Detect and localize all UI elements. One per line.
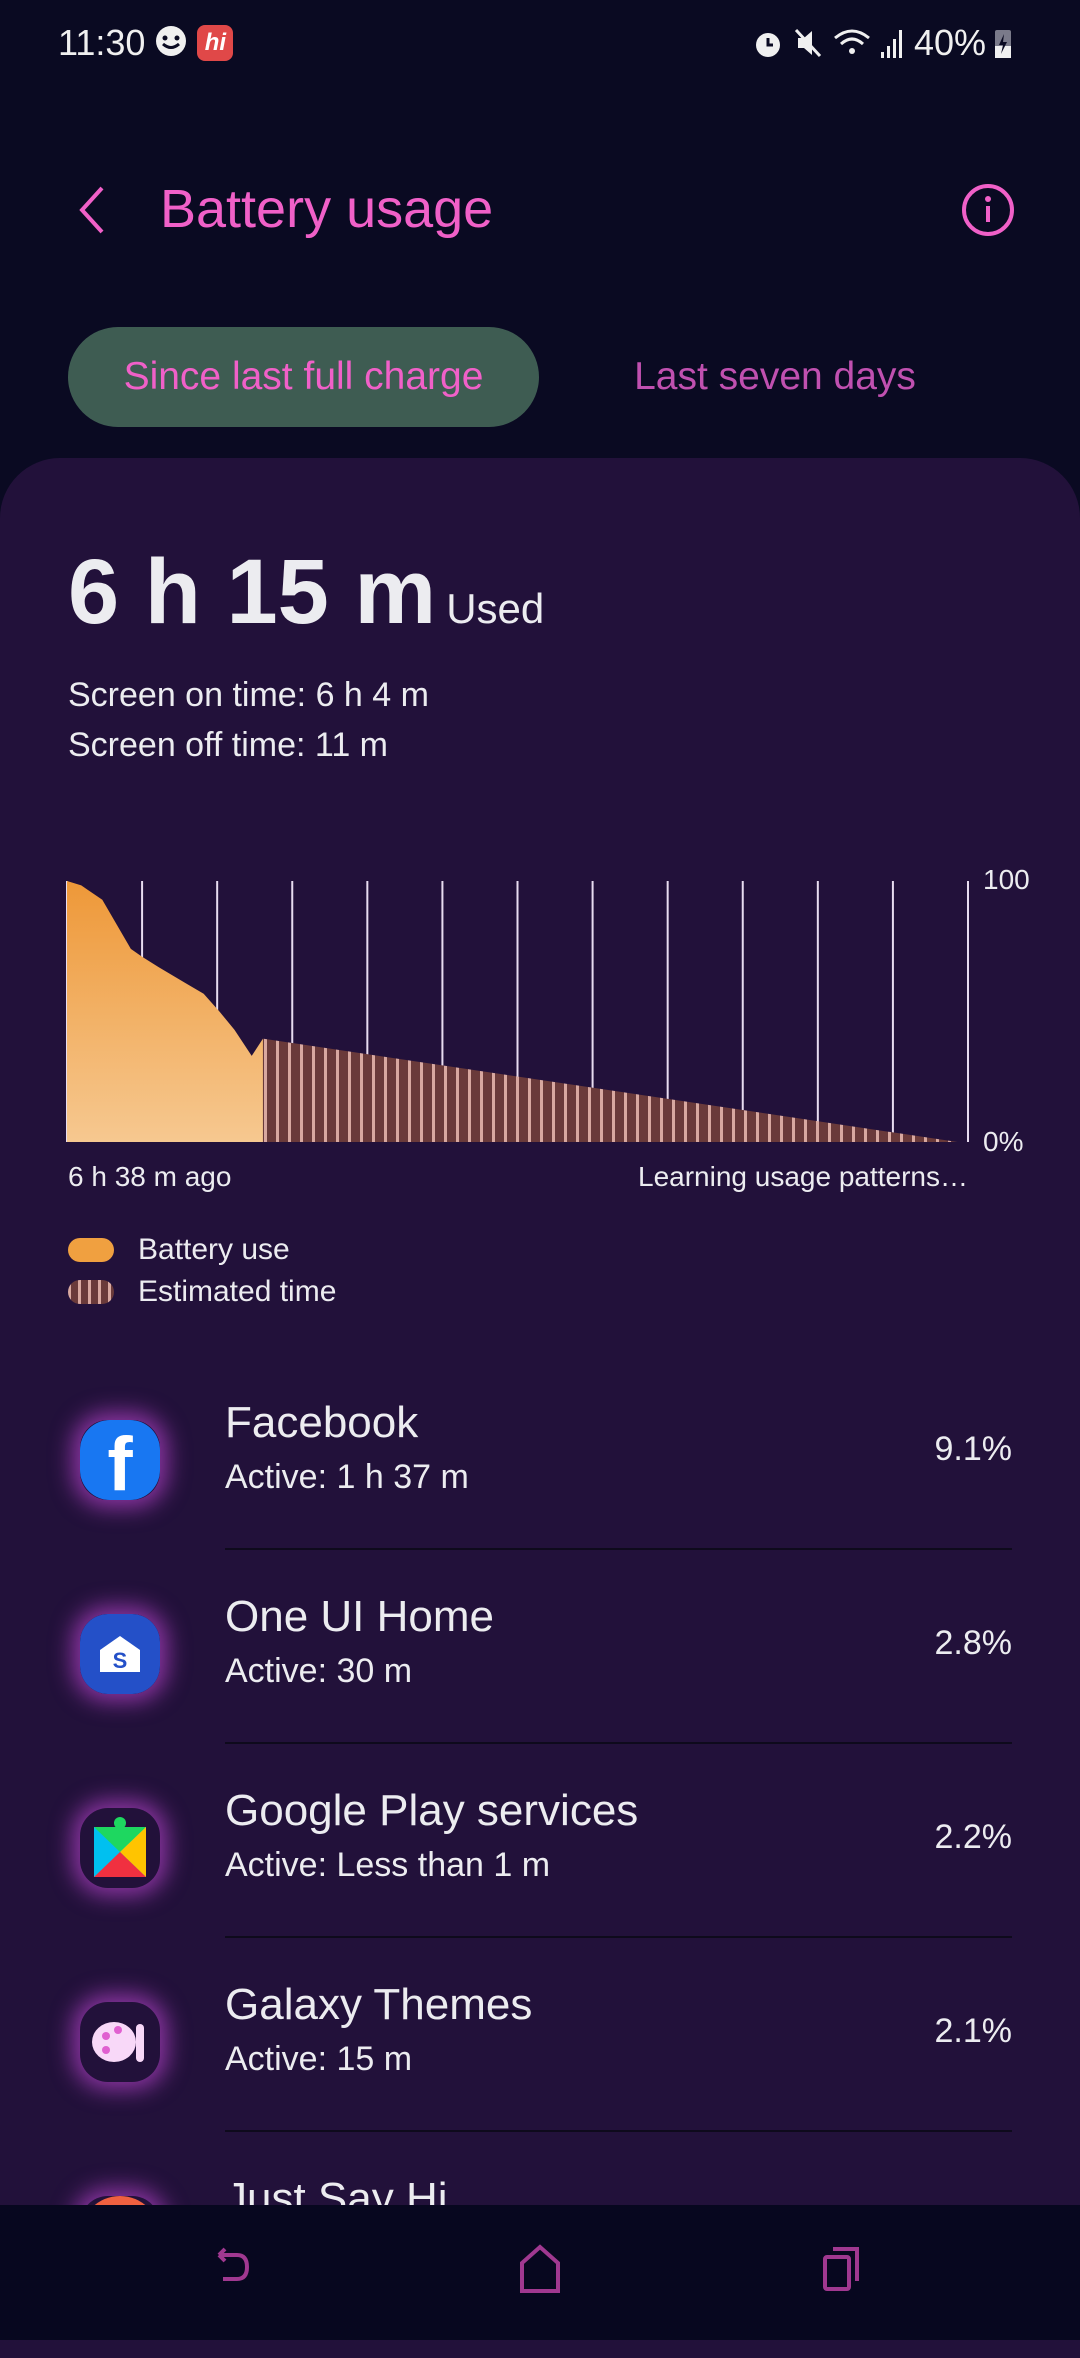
legend-estimated-time: Estimated time [68,1275,336,1309]
nav-recents-button[interactable] [822,2245,862,2300]
divider [225,1936,1012,1938]
nav-back-button[interactable] [215,2245,255,2300]
app-name: Facebook [225,1398,419,1447]
battery-card [0,458,1080,2358]
app-row[interactable]: S One UI Home Active: 30 m 2.8% [0,1574,1080,1768]
y-tick-100: 100 [983,864,1030,895]
used-label: Used [446,585,545,632]
legend-battery-use: Battery use [68,1233,290,1267]
app-active-time: Active: 30 m [225,1652,413,1690]
app-row[interactable]: Google Play services Active: Less than 1… [0,1768,1080,1962]
battery-percent: 40% [913,22,986,63]
info-icon [962,184,1014,236]
status-right: 40% [752,22,1012,64]
app-percent: 2.2% [934,1818,1013,1856]
x-start-label: 6 h 38 m ago [68,1161,232,1192]
tab-last-seven-days[interactable]: Last seven days [634,355,916,398]
hi-app-icon: hi [197,25,234,61]
app-active-time: Active: 15 m [225,2040,413,2078]
legend-label: Battery use [138,1233,290,1266]
nav-recents-icon [823,2247,859,2291]
nav-back-icon [217,2247,250,2281]
facebook-icon: f [80,1420,160,1500]
app-percent: 2.1% [934,2012,1013,2050]
total-used-value: 6 h 15 m [68,541,437,643]
wifi-icon [832,26,872,60]
nav-home-button[interactable] [518,2243,562,2300]
app-row[interactable]: Galaxy Themes Active: 15 m 2.1% [0,1962,1080,2156]
nav-home-icon [520,2244,560,2293]
app-percent: 2.8% [934,1624,1013,1662]
battery-chart [66,881,969,1142]
divider [225,2130,1012,2132]
one-ui-home-icon: S [80,1614,160,1694]
y-tick-0: 0% [983,1126,1024,1157]
chat-bubble-icon [153,25,189,61]
app-name: One UI Home [225,1592,494,1641]
page-title: Battery usage [160,179,494,239]
status-left: 11:30 hi [58,22,234,64]
galaxy-themes-icon [80,2002,160,2082]
app-name: Google Play services [225,1786,639,1835]
app-percent: 9.1% [934,1430,1013,1468]
app-active-time: Active: Less than 1 m [225,1846,551,1884]
app-row[interactable]: f Facebook Active: 1 h 37 m 9.1% [0,1380,1080,1574]
x-end-label: Learning usage patterns… [638,1161,968,1192]
back-arrow-icon [79,186,104,234]
google-play-services-icon [80,1808,160,1888]
tab-since-last-full-charge[interactable]: Since last full charge [68,327,539,427]
screen-off-time: Screen off time: 11 m [68,726,388,764]
battery-charging-icon [994,26,1012,60]
divider [225,1548,1012,1550]
clock: 11:30 [58,22,146,63]
legend-swatch [68,1238,114,1262]
estimated-time-area [262,1038,958,1142]
mute-icon [792,26,824,60]
navigation-bar [0,2205,1080,2340]
divider [225,1742,1012,1744]
signal-icon [880,26,906,60]
legend-swatch [68,1280,114,1304]
legend-label: Estimated time [138,1275,337,1308]
app-active-time: Active: 1 h 37 m [225,1458,469,1496]
info-button[interactable] [958,180,1018,240]
total-used: 6 h 15 m Used [68,540,544,645]
alarm-icon [752,26,784,60]
screen-on-time: Screen on time: 6 h 4 m [68,676,429,714]
back-button[interactable] [68,180,118,240]
battery-use-area [67,881,263,1142]
svg-text:S: S [113,1648,128,1673]
app-name: Galaxy Themes [225,1980,533,2029]
